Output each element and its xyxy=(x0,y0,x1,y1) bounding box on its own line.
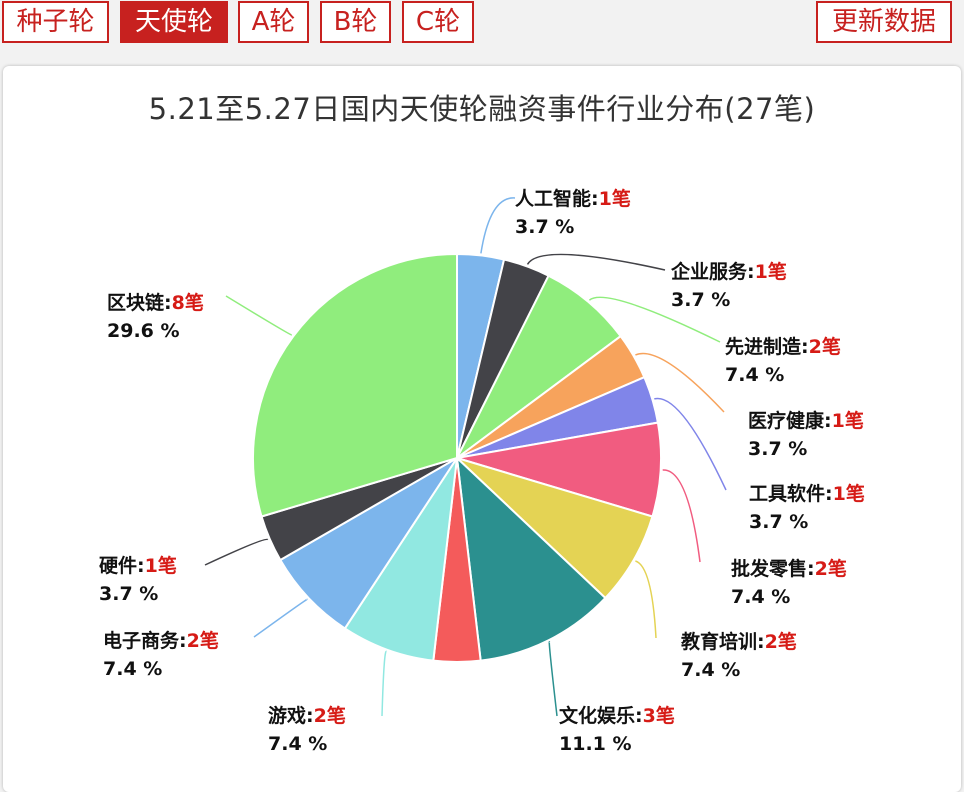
tab-seed-round[interactable]: 种子轮 xyxy=(2,1,109,43)
pie-slices xyxy=(251,252,662,663)
leader-line-2 xyxy=(588,296,721,343)
slice-labels: 人工智能:1笔 3.7 % 企业服务:1笔 3.7 % 先进制造:2笔 7.4 % 医疗健康… xyxy=(99,187,865,755)
tab-angel-round[interactable]: 天使轮 xyxy=(120,1,228,43)
slice-percent-3: 3.7 % xyxy=(748,438,807,460)
chart-title: 5.21至5.27日国内天使轮融资事件行业分布(27笔) xyxy=(148,92,816,126)
slice-percent-2: 7.4 % xyxy=(725,364,784,386)
slice-percent-5: 7.4 % xyxy=(731,586,790,608)
pie-slice-12[interactable] xyxy=(251,252,458,518)
slice-label-10: 电子商务:2笔 xyxy=(103,629,219,652)
slice-label-0: 人工智能:1笔 xyxy=(515,187,631,210)
tab-a-round[interactable]: A轮 xyxy=(238,1,309,43)
leader-line-3 xyxy=(635,352,725,413)
leader-line-6 xyxy=(635,560,657,639)
slice-label-3: 医疗健康:1笔 xyxy=(748,409,864,432)
slice-percent-11: 3.7 % xyxy=(99,583,158,605)
slice-percent-4: 3.7 % xyxy=(749,511,808,533)
round-tabs: 种子轮 天使轮 A轮 B轮 C轮 更新数据 xyxy=(0,0,964,50)
leader-line-10 xyxy=(253,598,308,638)
slice-percent-10: 7.4 % xyxy=(103,658,162,680)
slice-label-1: 企业服务:1笔 xyxy=(670,260,787,283)
slice-label-6: 教育培训:2笔 xyxy=(681,630,797,653)
leader-line-9 xyxy=(381,650,388,717)
tab-b-round[interactable]: B轮 xyxy=(320,1,391,43)
slice-percent-7: 11.1 % xyxy=(559,733,632,755)
slice-label-5: 批发零售:2笔 xyxy=(731,557,847,580)
leader-line-12 xyxy=(225,295,293,336)
slice-percent-12: 29.6 % xyxy=(107,320,180,342)
slice-percent-6: 7.4 % xyxy=(681,659,740,681)
leader-line-1 xyxy=(526,253,666,271)
slice-percent-1: 3.7 % xyxy=(671,289,730,311)
slice-label-12: 区块链:8笔 xyxy=(107,291,204,314)
slice-label-4: 工具软件:1笔 xyxy=(749,482,865,505)
leader-lines xyxy=(204,197,727,717)
slice-percent-0: 3.7 % xyxy=(515,216,574,238)
slice-label-9: 游戏:2笔 xyxy=(268,704,346,727)
leader-line-11 xyxy=(204,538,269,566)
refresh-data-button[interactable]: 更新数据 xyxy=(816,1,952,43)
leader-line-5 xyxy=(662,469,701,563)
pie-slice-7[interactable] xyxy=(455,455,607,662)
leader-line-0 xyxy=(480,197,516,254)
slice-percent-9: 7.4 % xyxy=(268,733,327,755)
slice-label-7: 文化娱乐:3笔 xyxy=(559,704,675,727)
tab-c-round[interactable]: C轮 xyxy=(402,1,474,43)
leader-line-7 xyxy=(548,641,558,717)
slice-label-2: 先进制造:2笔 xyxy=(725,335,841,358)
slice-label-11: 硬件:1笔 xyxy=(99,554,177,577)
leader-line-4 xyxy=(654,397,727,491)
